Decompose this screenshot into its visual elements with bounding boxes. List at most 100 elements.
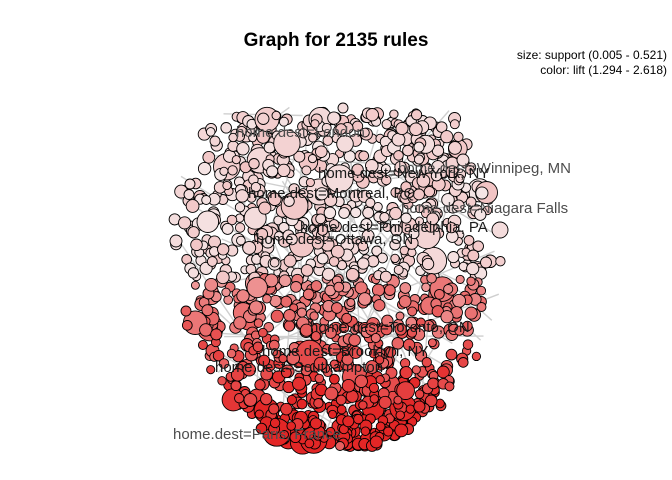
rule-node (266, 165, 279, 178)
rule-node (301, 165, 312, 176)
rule-node (471, 351, 482, 362)
item-label-dense: home.dest=Philadelphia, PA (300, 219, 488, 236)
rule-node (226, 214, 238, 226)
rule-node (457, 357, 469, 368)
rule-node (219, 166, 229, 176)
rule-node (456, 153, 470, 167)
rule-node (449, 119, 460, 130)
rule-node (258, 327, 268, 338)
rule-node (253, 318, 264, 328)
rule-node (452, 199, 465, 212)
dense-label-layer: home.dest=Montreal, PQ home.dest=New York… (215, 165, 489, 376)
rule-node (357, 240, 369, 252)
rule-node (365, 360, 379, 374)
rule-node (395, 410, 405, 420)
rule-node (236, 235, 246, 246)
rule-node (331, 302, 343, 314)
rule-node (271, 110, 281, 121)
rule-node (292, 376, 306, 391)
rule-node (455, 174, 465, 184)
rule-node (421, 282, 431, 292)
rule-node (258, 354, 271, 367)
rule-node (431, 160, 445, 174)
rule-node (354, 281, 368, 295)
rule-node (325, 164, 354, 193)
rule-node (169, 234, 183, 248)
rule-node (279, 430, 289, 440)
rule-node (351, 163, 364, 176)
rule-node (321, 122, 332, 133)
rule-node (444, 381, 455, 392)
rule-node (307, 154, 318, 164)
item-label-dense: home.dest=Montreal, PQ (248, 185, 415, 202)
rule-node (394, 323, 407, 336)
rule-node (440, 310, 454, 324)
rule-node (399, 366, 413, 380)
rule-node (474, 208, 487, 221)
rule-node (212, 349, 225, 362)
rule-node (375, 375, 385, 385)
rule-node (365, 159, 379, 173)
rule-node (296, 398, 308, 410)
rule-node (427, 338, 437, 348)
rule-node (249, 300, 263, 315)
rule-node (369, 394, 379, 404)
rule-node (278, 274, 292, 288)
rule-node (327, 342, 341, 356)
rule-node (467, 249, 480, 262)
rule-node (310, 119, 320, 129)
rule-node (466, 262, 480, 276)
rule-node (305, 177, 315, 188)
rule-node (328, 219, 340, 230)
rule-node (217, 243, 230, 256)
rule-node (448, 141, 462, 155)
rule-node (402, 144, 414, 157)
rule-node (341, 378, 356, 393)
rule-node (362, 206, 375, 219)
rule-node (262, 294, 272, 304)
rule-node (389, 239, 401, 251)
rule-node (250, 181, 262, 193)
rule-node (357, 257, 370, 270)
rule-node (260, 392, 273, 406)
rule-node (472, 240, 484, 252)
rule-node (421, 357, 432, 368)
rule-node (315, 187, 329, 201)
rule-node (324, 386, 339, 401)
rule-node (452, 293, 467, 308)
rule-node (293, 150, 306, 163)
rule-node (325, 426, 336, 437)
rule-node (309, 417, 322, 430)
rule-node (413, 154, 425, 165)
rule-node (260, 367, 274, 381)
rule-node (329, 373, 340, 385)
rule-node (402, 338, 416, 351)
rule-node (358, 150, 370, 162)
rule-node (217, 376, 227, 386)
rule-node (413, 188, 425, 201)
rule-node (360, 218, 373, 231)
rule-node (235, 189, 249, 203)
rule-node (269, 257, 280, 268)
rule-node (389, 109, 399, 119)
rule-node (405, 404, 415, 414)
rule-node (302, 288, 315, 301)
rule-node (278, 116, 289, 127)
rule-node (298, 128, 309, 139)
rule-node (411, 365, 421, 375)
rule-node (375, 355, 385, 365)
rule-node (221, 287, 231, 297)
rule-node (358, 400, 368, 410)
rule-node (322, 267, 336, 281)
rule-node (314, 373, 325, 384)
rule-node (325, 327, 337, 339)
rule-node (394, 423, 409, 438)
rule-node (268, 339, 280, 351)
rule-node (327, 111, 341, 125)
node-layer (168, 102, 509, 455)
rule-node (455, 274, 465, 284)
rule-node (491, 221, 509, 239)
rule-node (228, 132, 238, 143)
rule-node (181, 319, 193, 331)
